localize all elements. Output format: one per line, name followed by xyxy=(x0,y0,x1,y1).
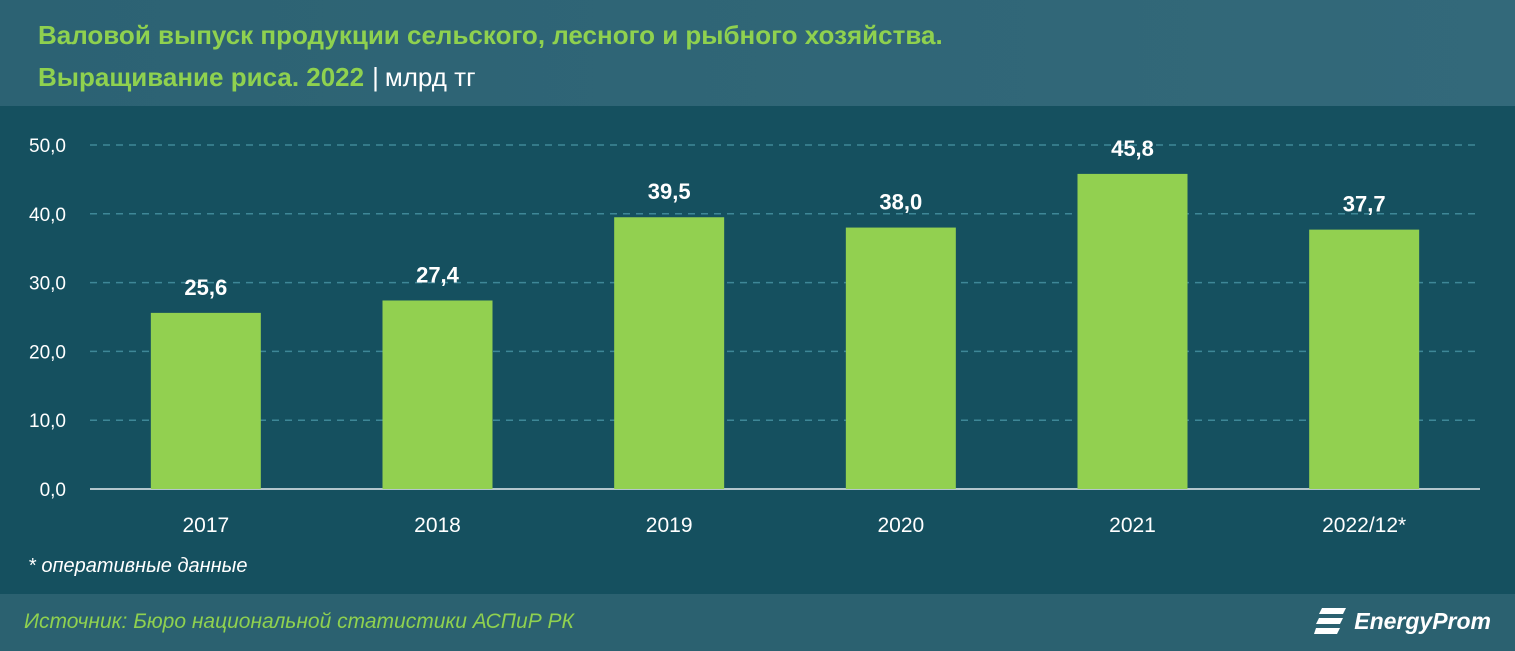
chart-title-line2: Выращивание риса. 2022 | млрд тг xyxy=(38,62,476,93)
bar xyxy=(614,217,725,489)
chart-subtitle: Выращивание риса. 2022 xyxy=(38,62,365,92)
y-tick-label: 20,0 xyxy=(29,342,66,363)
x-tick-label: 2020 xyxy=(877,514,924,537)
bar xyxy=(1309,229,1420,489)
source-text: Источник: Бюро национальной статистики А… xyxy=(24,610,574,633)
bar xyxy=(150,312,261,489)
chart-title-line1: Валовой выпуск продукции сельского, лесн… xyxy=(38,20,943,50)
footer: Источник: Бюро национальной статистики А… xyxy=(0,594,1515,651)
y-tick-label: 0,0 xyxy=(40,480,66,501)
bar xyxy=(1077,173,1188,489)
y-tick-label: 30,0 xyxy=(29,274,66,295)
y-tick-label: 50,0 xyxy=(29,136,66,157)
x-tick-label: 2019 xyxy=(646,514,693,537)
data-label: 38,0 xyxy=(879,190,922,215)
data-label: 37,7 xyxy=(1343,192,1386,217)
data-label: 25,6 xyxy=(184,275,227,300)
x-tick-label: 2021 xyxy=(1109,514,1156,537)
x-tick-label: 2022/12* xyxy=(1322,514,1406,537)
bar xyxy=(845,227,956,489)
bar xyxy=(382,300,493,489)
y-tick-label: 40,0 xyxy=(29,205,66,226)
header: Валовой выпуск продукции сельского, лесн… xyxy=(0,0,1515,106)
unit-label: млрд тг xyxy=(384,62,476,92)
logo-text: EnergyProm xyxy=(1354,607,1491,634)
data-label: 45,8 xyxy=(1111,136,1154,161)
energyprom-logo: EnergyProm xyxy=(1314,606,1491,636)
data-label: 27,4 xyxy=(416,262,460,287)
x-tick-label: 2017 xyxy=(182,514,229,537)
unit-separator: | xyxy=(372,62,379,92)
energyprom-logo-icon xyxy=(1314,608,1347,634)
footnote: * оперативные данные xyxy=(28,555,248,577)
x-tick-label: 2018 xyxy=(414,514,461,537)
plot-area: 0,0 10,0 20,0 30,0 40,0 50,0 25,6 2017 27,4 2018 3… xyxy=(0,106,1515,594)
y-tick-label: 10,0 xyxy=(29,411,66,432)
data-label: 39,5 xyxy=(648,179,691,204)
bar-chart: 0,0 10,0 20,0 30,0 40,0 50,0 25,6 2017 27,4 2018 3… xyxy=(29,136,1480,537)
